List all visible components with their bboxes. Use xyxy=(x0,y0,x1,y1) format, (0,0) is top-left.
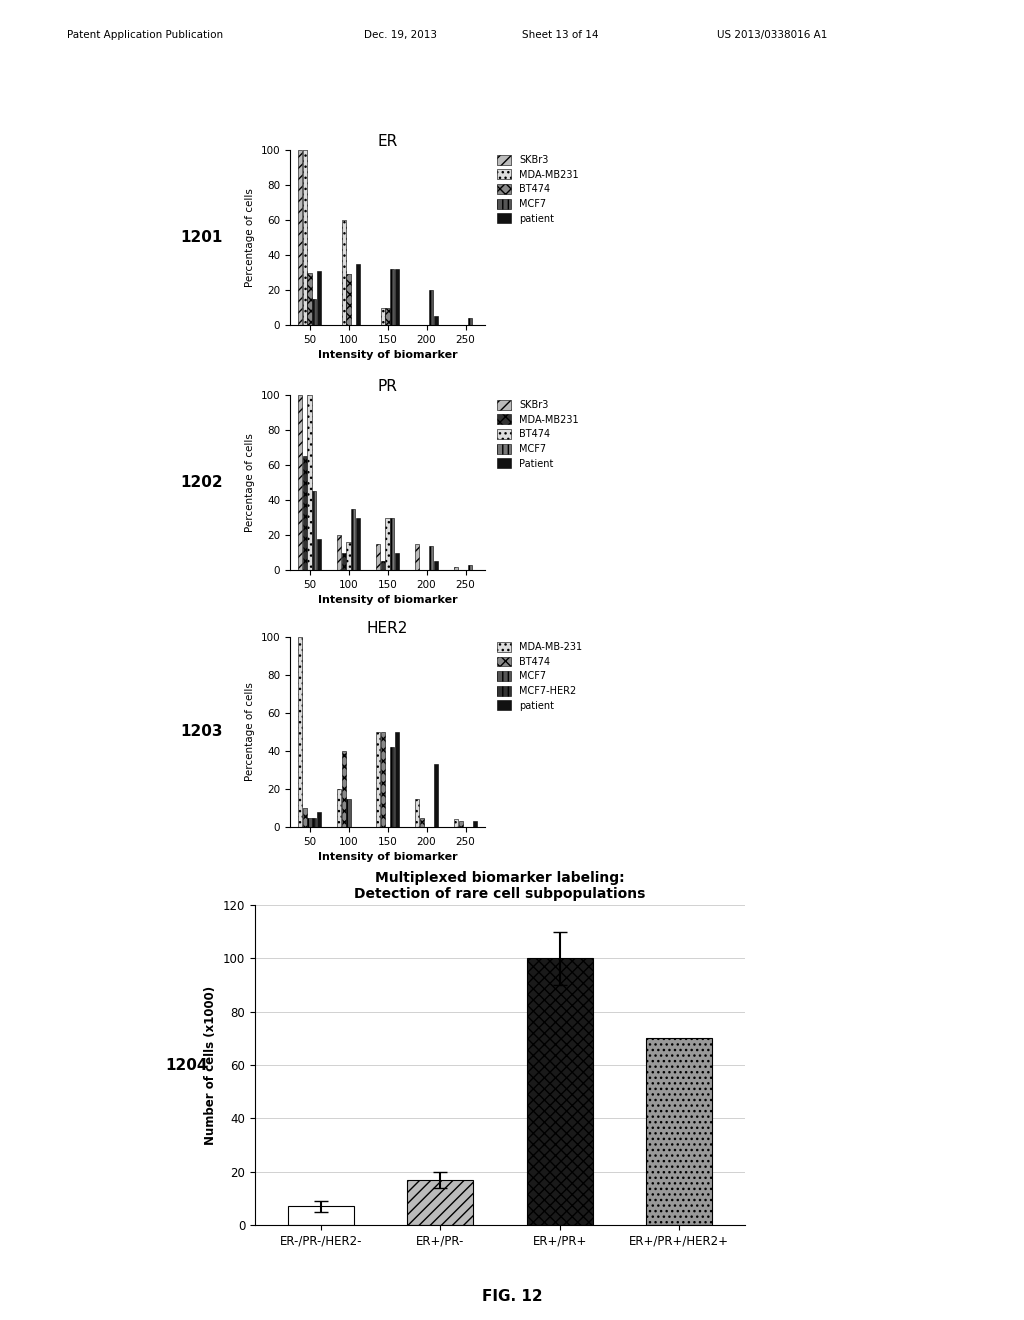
Bar xyxy=(342,220,346,325)
Bar xyxy=(303,150,307,325)
X-axis label: Intensity of biomarker: Intensity of biomarker xyxy=(317,853,458,862)
Y-axis label: Percentage of cells: Percentage of cells xyxy=(245,187,255,286)
Bar xyxy=(337,789,341,828)
Bar xyxy=(429,290,433,325)
Bar xyxy=(468,565,472,570)
Bar xyxy=(316,812,321,828)
Bar xyxy=(390,269,394,325)
Bar xyxy=(408,1180,473,1225)
Text: US 2013/0338016 A1: US 2013/0338016 A1 xyxy=(717,30,827,41)
Bar xyxy=(381,733,385,828)
Bar xyxy=(337,535,341,570)
Bar xyxy=(307,395,311,570)
Bar xyxy=(395,269,399,325)
Bar xyxy=(434,764,438,828)
Title: HER2: HER2 xyxy=(367,620,409,636)
Bar xyxy=(390,517,394,570)
Bar xyxy=(415,799,419,828)
Text: Sheet 13 of 14: Sheet 13 of 14 xyxy=(522,30,599,41)
Title: PR: PR xyxy=(378,379,397,393)
Bar xyxy=(346,799,350,828)
Bar xyxy=(298,150,302,325)
Bar xyxy=(646,1039,712,1225)
Bar xyxy=(298,395,302,570)
Bar xyxy=(459,821,463,828)
Text: 1204: 1204 xyxy=(165,1057,208,1072)
Bar xyxy=(429,545,433,570)
Bar xyxy=(381,308,385,325)
Bar xyxy=(342,751,346,828)
Legend: SKBr3, MDA-MB231, BT474, MCF7, patient: SKBr3, MDA-MB231, BT474, MCF7, patient xyxy=(497,154,579,223)
Bar xyxy=(303,808,307,828)
Text: Dec. 19, 2013: Dec. 19, 2013 xyxy=(364,30,436,41)
X-axis label: Intensity of biomarker: Intensity of biomarker xyxy=(317,350,458,360)
Bar xyxy=(390,747,394,828)
Bar xyxy=(346,543,350,570)
Y-axis label: Percentage of cells: Percentage of cells xyxy=(245,433,255,532)
Bar xyxy=(415,544,419,570)
Bar xyxy=(473,821,477,828)
Bar xyxy=(342,553,346,570)
Text: 1203: 1203 xyxy=(180,725,222,739)
Legend: SKBr3, MDA-MB231, BT474, MCF7, Patient: SKBr3, MDA-MB231, BT474, MCF7, Patient xyxy=(497,400,579,469)
Y-axis label: Number of cells (x1000): Number of cells (x1000) xyxy=(205,986,217,1144)
Bar xyxy=(355,264,360,325)
Title: Multiplexed biomarker labeling:
Detection of rare cell subpopulations: Multiplexed biomarker labeling: Detectio… xyxy=(354,871,646,902)
Bar xyxy=(312,817,316,828)
Bar xyxy=(351,508,355,570)
Y-axis label: Percentage of cells: Percentage of cells xyxy=(245,682,255,781)
Text: FIG. 12: FIG. 12 xyxy=(481,1290,543,1304)
Bar xyxy=(434,561,438,570)
Bar xyxy=(307,272,311,325)
Text: 1202: 1202 xyxy=(180,475,222,490)
Bar xyxy=(454,820,459,828)
Bar xyxy=(316,271,321,325)
Bar xyxy=(434,317,438,325)
Bar xyxy=(468,318,472,325)
Bar xyxy=(376,544,380,570)
Text: Patent Application Publication: Patent Application Publication xyxy=(67,30,222,41)
Legend: MDA-MB-231, BT474, MCF7, MCF7-HER2, patient: MDA-MB-231, BT474, MCF7, MCF7-HER2, pati… xyxy=(497,642,583,710)
Bar xyxy=(298,638,302,828)
Bar xyxy=(307,817,311,828)
Bar xyxy=(346,275,350,325)
Bar xyxy=(376,733,380,828)
Bar xyxy=(527,958,593,1225)
Bar xyxy=(385,308,389,325)
Bar xyxy=(312,491,316,570)
Bar xyxy=(454,566,459,570)
X-axis label: Intensity of biomarker: Intensity of biomarker xyxy=(317,595,458,606)
Bar xyxy=(420,817,424,828)
Bar xyxy=(288,1206,353,1225)
Bar xyxy=(395,733,399,828)
Bar xyxy=(395,553,399,570)
Text: 1201: 1201 xyxy=(180,230,222,246)
Bar xyxy=(381,561,385,570)
Bar xyxy=(303,457,307,570)
Bar xyxy=(385,517,389,570)
Bar xyxy=(316,539,321,570)
Bar xyxy=(312,298,316,325)
Bar xyxy=(355,517,360,570)
Title: ER: ER xyxy=(378,133,397,149)
